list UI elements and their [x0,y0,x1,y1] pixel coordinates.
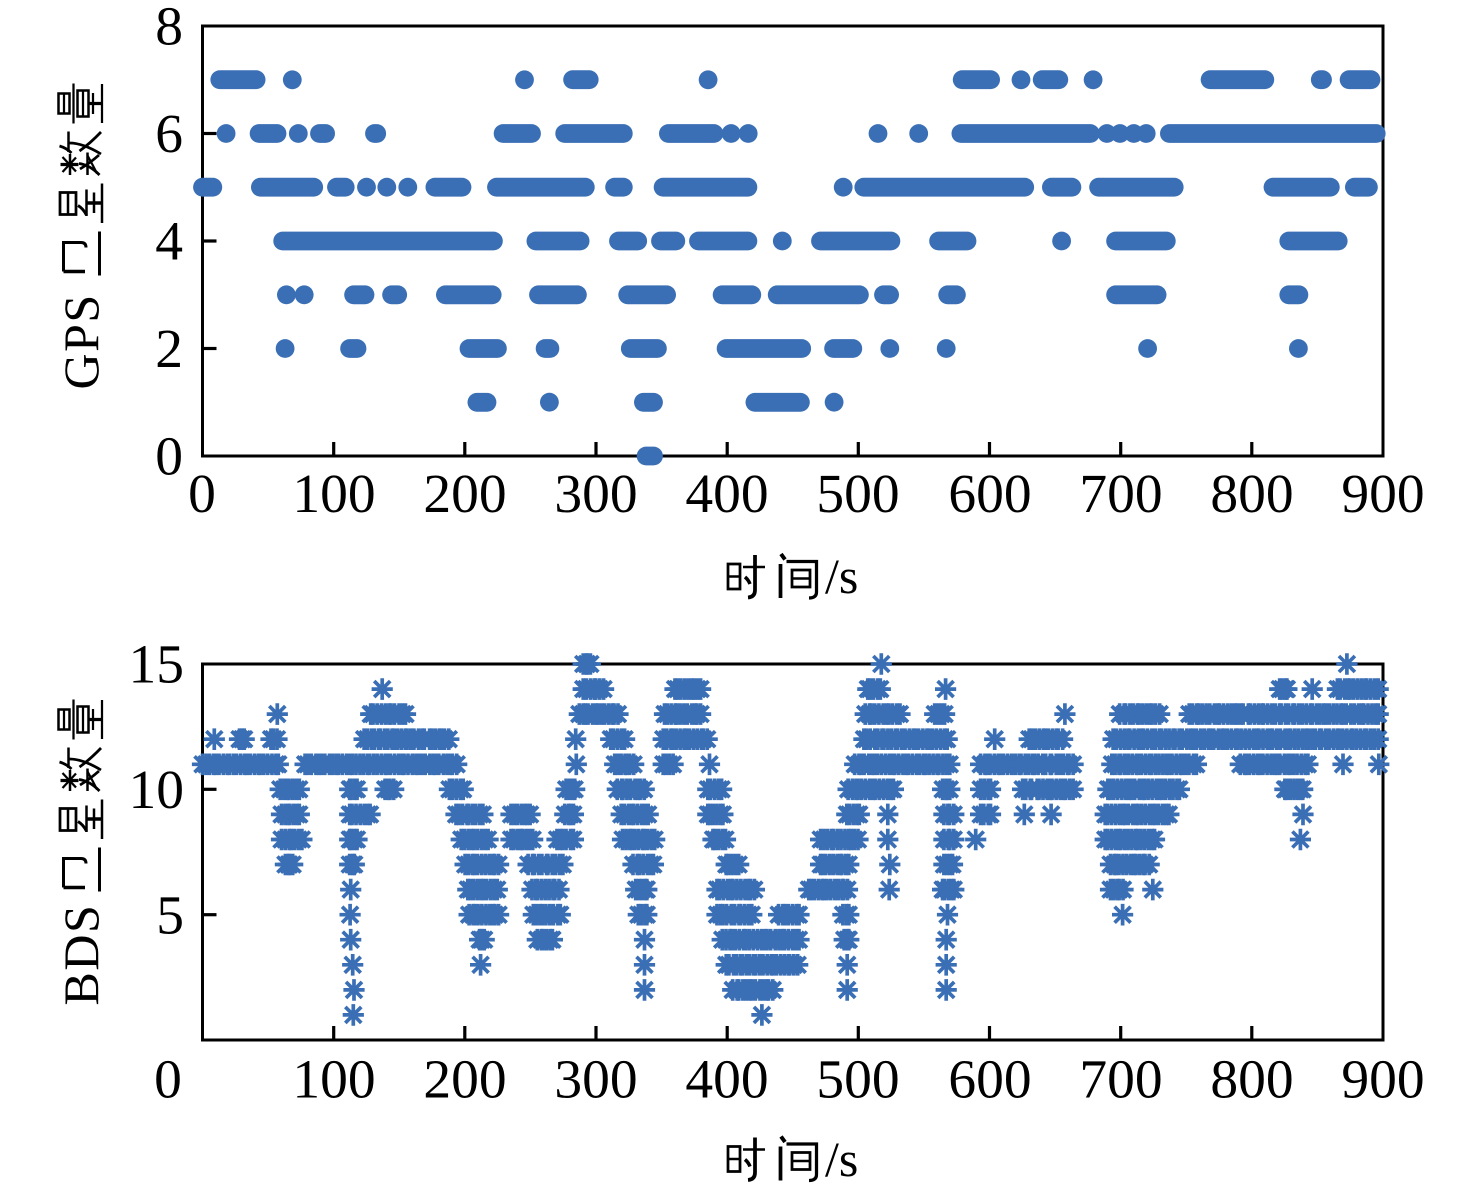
svg-text:400: 400 [685,464,768,525]
svg-text:0: 0 [155,427,183,488]
svg-text:/s: /s [825,1131,858,1187]
svg-text:5: 5 [156,885,184,946]
svg-text:15: 15 [129,635,185,696]
svg-text:6: 6 [155,104,183,165]
svg-text:100: 100 [292,464,375,525]
svg-text:600: 600 [948,464,1031,525]
svg-text:900: 900 [1341,464,1424,525]
svg-text:500: 500 [816,1050,899,1111]
svg-text:0: 0 [154,1050,182,1111]
svg-text:10: 10 [129,760,185,821]
svg-text:400: 400 [685,1050,768,1111]
svg-text:800: 800 [1210,464,1293,525]
svg-text:500: 500 [816,464,899,525]
svg-text:100: 100 [292,1050,375,1111]
svg-text:GPS: GPS [53,293,109,389]
svg-text:4: 4 [155,212,183,273]
svg-text:600: 600 [948,1050,1031,1111]
svg-text:900: 900 [1341,1050,1424,1111]
svg-text:300: 300 [554,464,637,525]
svg-text:2: 2 [155,319,183,380]
svg-text:800: 800 [1210,1050,1293,1111]
svg-text:300: 300 [554,1050,637,1111]
svg-text:BDS: BDS [53,904,109,1006]
svg-text:/s: /s [825,548,858,604]
svg-text:200: 200 [423,464,506,525]
svg-text:0: 0 [188,464,216,525]
svg-text:200: 200 [423,1050,506,1111]
svg-text:700: 700 [1079,1050,1162,1111]
svg-text:700: 700 [1079,464,1162,525]
svg-text:8: 8 [155,0,183,58]
